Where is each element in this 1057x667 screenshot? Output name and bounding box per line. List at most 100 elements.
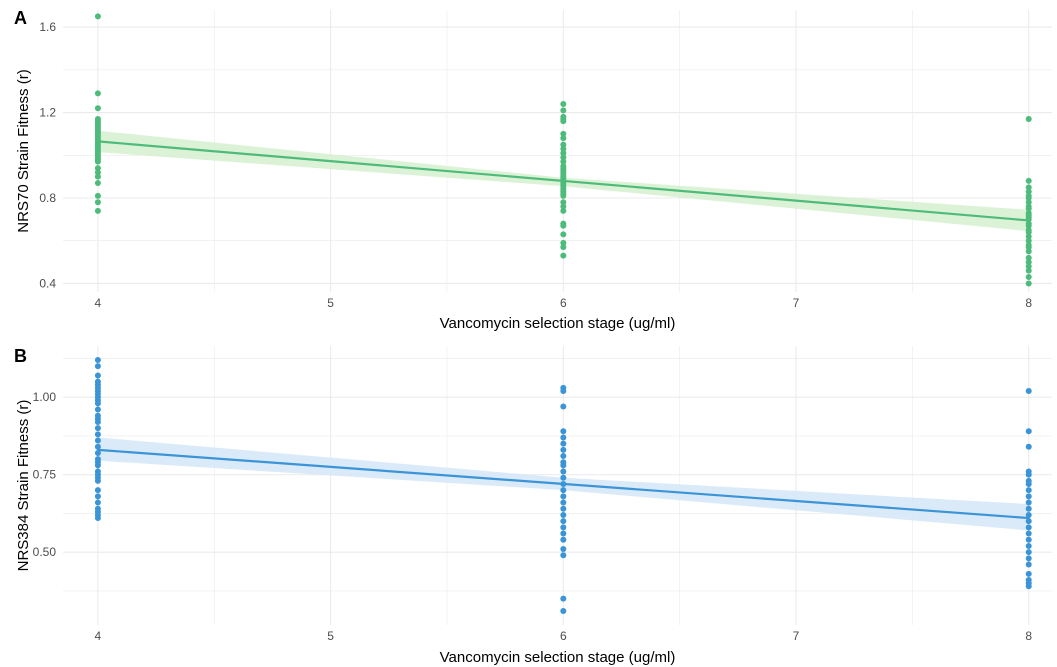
panel-a-data-point xyxy=(1025,229,1032,236)
panel-a-y-tick-label: 1.2 xyxy=(39,106,56,120)
panel-b-data-point xyxy=(1025,561,1032,568)
panel-a-y-axis-title: NRS70 Strain Fitness (r) xyxy=(15,69,32,232)
panel-a-data-point xyxy=(560,145,567,152)
panel-b-data-point xyxy=(94,477,101,484)
panel-a-data-point xyxy=(1025,237,1032,244)
panel-b: B 4 5 6 7 8 0.50 0.75 1.00 Vancomycin selection… xyxy=(14,346,1052,666)
panel-a-x-tick-label: 6 xyxy=(560,296,567,310)
panel-b-data-point xyxy=(1025,505,1032,512)
panel-a-data-point xyxy=(1025,115,1032,122)
panel-b-points xyxy=(94,356,1032,615)
panel-a-y-tick-label: 0.8 xyxy=(39,191,56,205)
panel-b-data-point xyxy=(94,437,101,444)
panel-b-data-point xyxy=(1025,583,1032,590)
panel-a-x-tick-label: 8 xyxy=(1025,296,1032,310)
panel-a-y-tick-label: 1.6 xyxy=(39,20,56,34)
panel-a-data-point xyxy=(94,158,101,165)
panel-b-data-point xyxy=(560,487,567,494)
panel-b-data-point xyxy=(1025,387,1032,394)
panel-a-data-point xyxy=(94,192,101,199)
panel-b-y-tick-label: 0.75 xyxy=(33,468,57,482)
panel-b-data-point xyxy=(94,400,101,407)
panel-a-data-point xyxy=(1025,199,1032,206)
panel-a-data-point xyxy=(1025,267,1032,274)
panel-a-data-point xyxy=(1025,195,1032,201)
panel-a-data-point xyxy=(560,154,567,161)
panel-b-data-point xyxy=(94,449,101,456)
panel-a-data-point xyxy=(1025,259,1032,266)
panel-a-data-point xyxy=(560,118,567,125)
panel-b-data-point xyxy=(1025,471,1032,478)
panel-b-data-point xyxy=(560,428,567,435)
panel-a-data-point xyxy=(94,13,101,20)
panel-a-x-tick-label: 4 xyxy=(95,296,102,310)
panel-a-data-point xyxy=(94,173,101,180)
panel-b-data-point xyxy=(1025,428,1032,435)
panel-b-data-point xyxy=(1025,549,1032,556)
panel-b-data-point xyxy=(560,595,567,602)
panel-b-data-point xyxy=(560,530,567,537)
panel-b-data-point xyxy=(560,440,567,447)
panel-a-data-point xyxy=(560,222,567,229)
panel-a-data-point xyxy=(94,105,101,112)
panel-b-data-point xyxy=(560,546,567,553)
panel-a-data-point xyxy=(560,141,567,148)
panel-b-data-point xyxy=(94,418,101,425)
panel-b-data-point xyxy=(94,462,101,469)
panel-a-data-point xyxy=(1025,205,1032,212)
panel-b-data-point xyxy=(1025,443,1032,450)
panel-a-data-point xyxy=(560,107,567,114)
panel-b-data-point xyxy=(560,493,567,500)
panel-b-y-axis-title: NRS384 Strain Fitness (r) xyxy=(15,400,32,572)
panel-a-data-point xyxy=(1025,233,1032,240)
panel-a-data-point xyxy=(560,239,567,246)
panel-a-data-point xyxy=(560,207,567,214)
panel-a-data-point xyxy=(560,252,567,259)
panel-b-data-point xyxy=(94,425,101,432)
panel-a-data-point xyxy=(560,231,567,238)
panel-b-x-tick-label: 6 xyxy=(560,629,567,643)
panel-b-data-point xyxy=(1025,493,1032,500)
panel-b-data-point xyxy=(1025,542,1032,549)
panel-a-data-point xyxy=(1025,274,1032,281)
panel-a-x-tick-label: 5 xyxy=(327,296,334,310)
panel-a-data-point xyxy=(94,169,101,176)
panel-b-data-point xyxy=(560,462,567,469)
panel-b-x-tick-label: 8 xyxy=(1025,629,1032,643)
panel-b-y-tick-label: 0.50 xyxy=(33,545,57,559)
panel-a-data-point xyxy=(1025,222,1032,229)
panel-b-tick-labels: 4 5 6 7 8 0.50 0.75 1.00 xyxy=(33,390,1033,643)
panel-a-data-point xyxy=(560,101,567,107)
panel-a-x-axis-title: Vancomycin selection stage (ug/ml) xyxy=(440,315,676,332)
panel-b-data-point xyxy=(560,468,567,475)
panel-b-data-point xyxy=(560,453,567,460)
panel-a-x-tick-label: 7 xyxy=(793,296,800,310)
panel-b-data-point xyxy=(560,446,567,453)
panel-a-data-point xyxy=(560,244,567,251)
panel-b-y-tick-label: 1.00 xyxy=(33,390,57,404)
panel-a-data-point xyxy=(94,199,101,206)
panel-b-data-point xyxy=(560,499,567,506)
panel-b-data-point xyxy=(94,372,101,379)
panel-b-data-point xyxy=(560,524,567,531)
panel-a-data-point xyxy=(1025,177,1032,184)
panel-b-data-point xyxy=(94,363,101,370)
panel-a-data-point xyxy=(94,90,101,97)
panel-b-data-point xyxy=(560,387,567,394)
panel-b-x-tick-label: 5 xyxy=(327,629,334,643)
panel-b-data-point xyxy=(560,536,567,543)
panel-b-x-axis-title: Vancomycin selection stage (ug/ml) xyxy=(440,649,676,666)
panel-a-data-point xyxy=(1025,248,1032,255)
panel-a-data-point xyxy=(1025,184,1032,191)
panel-a-data-point xyxy=(560,135,567,142)
panel-a-data-point xyxy=(94,180,101,187)
panel-b-data-point xyxy=(94,406,101,413)
panel-b-data-point xyxy=(94,493,101,500)
panel-b-data-point xyxy=(94,431,101,438)
panel-a-data-point xyxy=(1025,188,1032,195)
panel-a-data-point xyxy=(1025,244,1032,251)
panel-b-trend xyxy=(96,448,1030,520)
panel-b-data-point xyxy=(1025,555,1032,562)
panel-b-data-point xyxy=(94,487,101,494)
panel-a-data-point xyxy=(1025,280,1032,287)
